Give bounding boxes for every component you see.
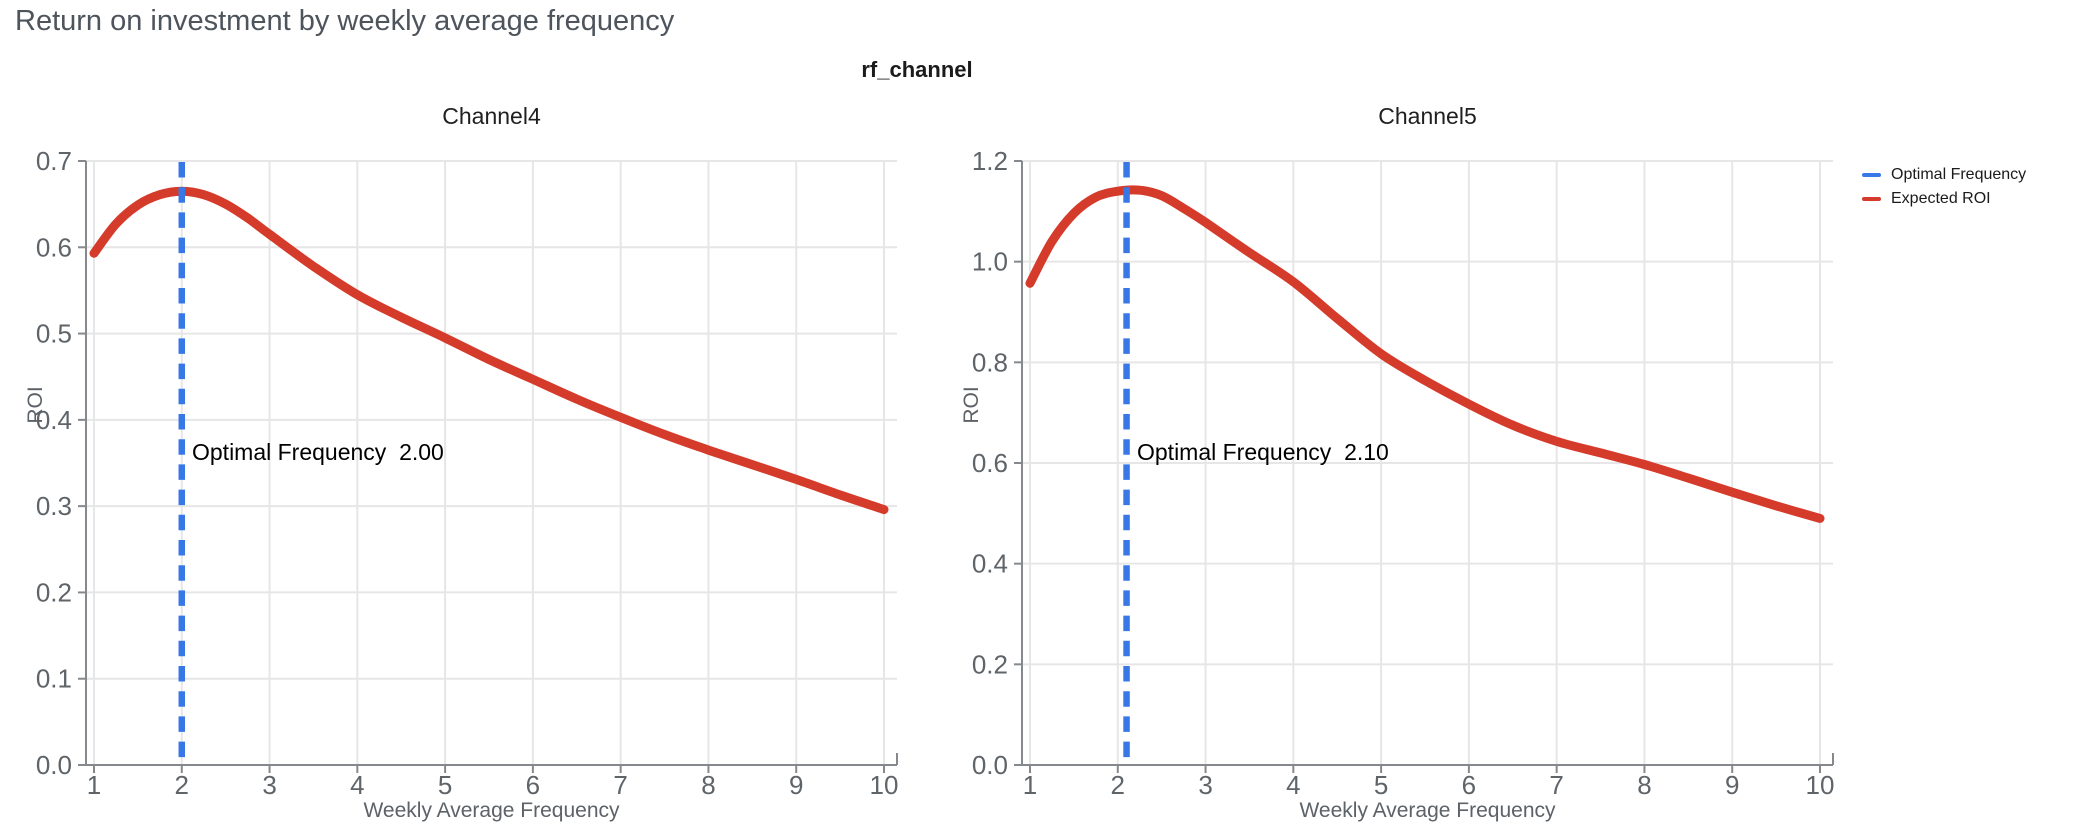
y-tick-label: 0.1 [36,664,72,694]
x-tick-label: 8 [1637,770,1651,800]
y-tick-label: 0.2 [972,649,1008,679]
y-tick-label: 0.4 [36,405,72,435]
optimal-frequency-annotation-channel5: Optimal Frequency 2.10 [1137,439,1389,465]
x-tick-label: 10 [1806,770,1835,800]
y-tick-label: 0.3 [36,491,72,521]
y-tick-label: 1.2 [972,146,1008,176]
y-tick-label: 0.7 [36,146,72,176]
facet-title: rf_channel [861,57,973,82]
x-tick-label: 8 [701,770,715,800]
x-tick-label: 2 [1111,770,1125,800]
y-tick-label: 0.4 [972,549,1008,579]
x-tick-label: 4 [1286,770,1300,800]
chart-title-channel5: Channel5 [1378,103,1477,129]
channel5-plot-area[interactable]: 1 2 3 4 5 6 7 8 9 10 0.0 0.2 0.4 0.6 0.8 1.0 1.2 [972,146,1835,800]
x-tick-label: 3 [262,770,276,800]
x-tick-label: 1 [87,770,101,800]
x-tick-label: 7 [1549,770,1563,800]
y-tick-label: 0.2 [36,577,72,607]
y-axis-title-channel4: ROI [24,386,47,424]
y-tick-label: 1.0 [972,247,1008,277]
x-tick-label: 5 [438,770,452,800]
x-tick-label: 1 [1023,770,1037,800]
legend-item-expected-roi[interactable]: Expected ROI [1862,187,2026,211]
x-axis-title-channel4: Weekly Average Frequency [363,799,620,822]
y-axis-title-channel5: ROI [960,386,983,424]
legend-label: Expected ROI [1891,190,1991,207]
legend: Optimal Frequency Expected ROI [1862,163,2026,211]
legend-line-icon [1862,173,1881,177]
y-tick-label: 0.5 [36,319,72,349]
y-tick-label: 0.6 [36,232,72,262]
x-axis-title-channel5: Weekly Average Frequency [1299,799,1556,822]
x-tick-label: 7 [613,770,627,800]
expected-roi-curve [1025,185,1825,523]
x-tick-label: 10 [870,770,899,800]
x-tick-label: 9 [1725,770,1739,800]
x-tick-label: 6 [526,770,540,800]
x-tick-label: 5 [1374,770,1388,800]
channel4-plot-area[interactable]: 1 2 3 4 5 6 7 8 9 10 0.0 0.1 0.2 0.3 0.4 0.5 0.6 0.7 [36,146,899,800]
page-title: Return on investment by weekly average f… [15,5,675,37]
x-tick-label: 6 [1462,770,1476,800]
legend-item-optimal-frequency[interactable]: Optimal Frequency [1862,163,2026,187]
legend-line-icon [1862,197,1881,201]
optimal-frequency-annotation-channel4: Optimal Frequency 2.00 [192,439,444,465]
x-tick-label: 9 [789,770,803,800]
y-tick-label: 0.0 [972,750,1008,780]
x-tick-label: 2 [175,770,189,800]
expected-roi-curve [89,186,889,515]
y-tick-label: 0.8 [972,347,1008,377]
y-tick-label: 0.6 [972,448,1008,478]
legend-label: Optimal Frequency [1891,166,2027,183]
x-tick-label: 4 [350,770,364,800]
chart-title-channel4: Channel4 [442,103,541,129]
y-tick-label: 0.0 [36,750,72,780]
x-tick-label: 3 [1198,770,1212,800]
